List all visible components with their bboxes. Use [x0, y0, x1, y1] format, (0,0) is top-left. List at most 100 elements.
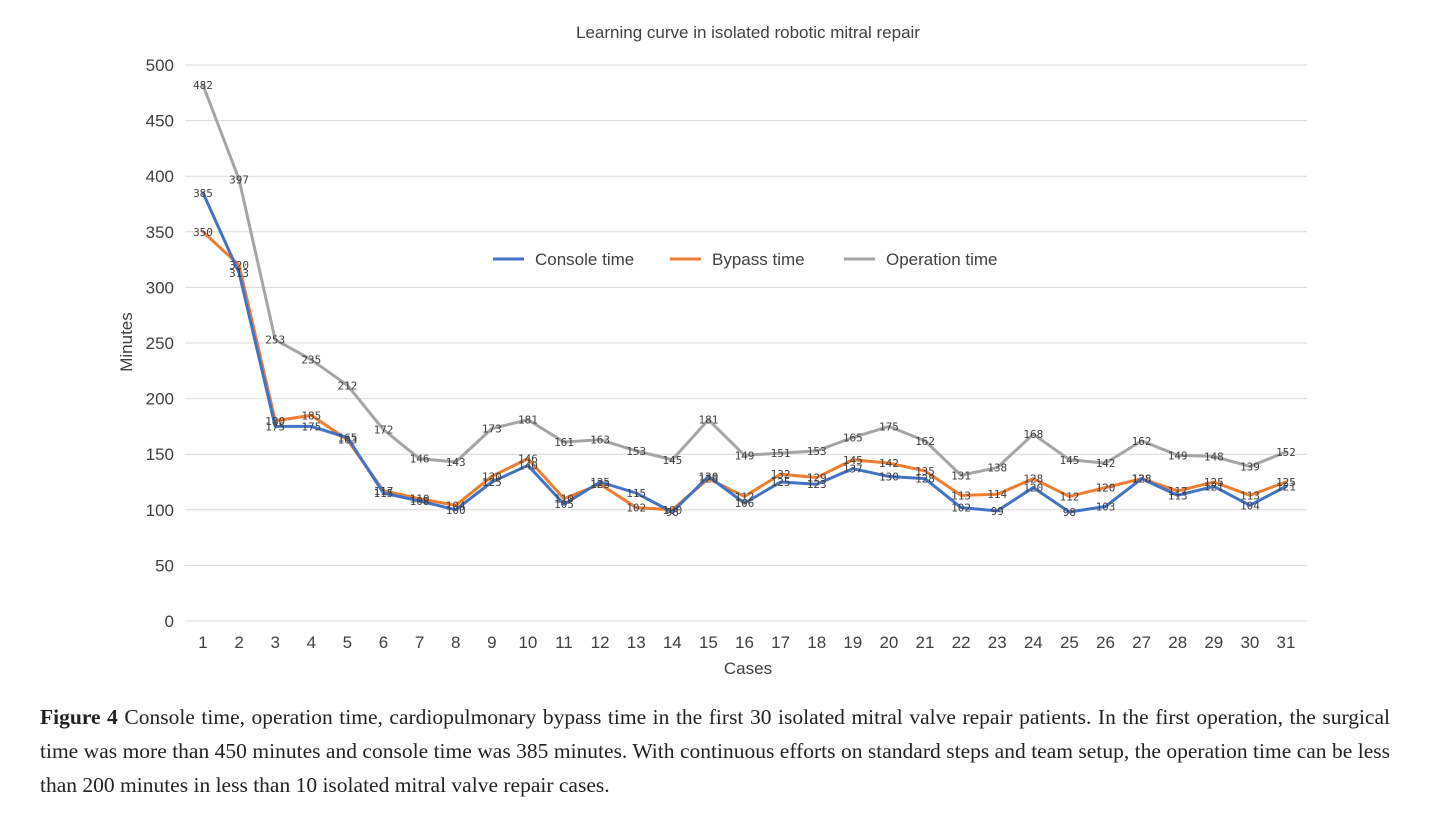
- series-lines: [201, 83, 1288, 514]
- data-label: 175: [879, 420, 899, 433]
- data-label: 125: [482, 476, 502, 489]
- data-label: 117: [1168, 485, 1188, 498]
- y-tick-label: 250: [146, 334, 174, 353]
- legend-entry: Console time: [535, 250, 634, 269]
- y-tick-label: 0: [165, 612, 174, 631]
- data-label: 142: [879, 457, 899, 470]
- learning-curve-chart: Learning curve in isolated robotic mitra…: [117, 23, 1307, 678]
- data-label: 132: [771, 468, 791, 481]
- chart-title: Learning curve in isolated robotic mitra…: [576, 23, 920, 42]
- x-tick-label: 11: [555, 633, 573, 652]
- data-label: 112: [735, 490, 755, 503]
- data-label: 163: [337, 434, 357, 447]
- data-label: 117: [374, 485, 394, 498]
- x-tick-label: 3: [270, 633, 279, 652]
- x-tick-label: 30: [1240, 633, 1259, 652]
- data-label: 163: [590, 434, 610, 447]
- data-label: 149: [1168, 449, 1188, 462]
- data-label: 181: [698, 414, 718, 427]
- data-label: 172: [374, 424, 394, 437]
- data-label: 106: [735, 497, 755, 510]
- data-label: 110: [410, 493, 430, 506]
- x-tick-label: 18: [807, 633, 826, 652]
- data-label: 102: [951, 502, 971, 515]
- caption-text: Console time, operation time, cardiopulm…: [40, 705, 1390, 797]
- y-tick-label: 50: [155, 556, 174, 575]
- data-label: 140: [518, 459, 538, 472]
- data-label: 161: [554, 436, 574, 449]
- data-label: 102: [626, 502, 646, 515]
- x-tick-label: 4: [307, 633, 316, 652]
- y-tick-label: 450: [146, 112, 174, 131]
- caption-label: Figure 4: [40, 705, 118, 729]
- data-label: 135: [915, 465, 935, 478]
- data-label: 235: [301, 354, 321, 367]
- data-label: 148: [1204, 450, 1224, 463]
- data-label: 165: [843, 432, 863, 445]
- x-tick-label: 26: [1096, 633, 1115, 652]
- data-label: 173: [482, 423, 502, 436]
- data-label: 138: [987, 462, 1007, 475]
- x-tick-label: 12: [591, 633, 610, 652]
- data-label: 146: [518, 453, 538, 466]
- x-tick-label: 28: [1168, 633, 1187, 652]
- x-tick-label: 1: [198, 633, 207, 652]
- y-tick-label: 150: [146, 445, 174, 464]
- x-tick-label: 8: [451, 633, 460, 652]
- data-label: 137: [843, 463, 863, 476]
- x-tick-label: 22: [952, 633, 971, 652]
- data-label: 100: [662, 504, 682, 517]
- data-label: 120: [1096, 482, 1116, 495]
- series-line-operation-time: [201, 83, 1288, 477]
- data-label: 125: [1276, 476, 1296, 489]
- data-label: 397: [229, 174, 249, 187]
- data-label: 125: [1204, 476, 1224, 489]
- data-label: 123: [590, 478, 610, 491]
- data-label: 123: [807, 478, 827, 491]
- y-tick-label: 300: [146, 278, 174, 297]
- data-label: 130: [482, 470, 502, 483]
- x-tick-label: 25: [1060, 633, 1079, 652]
- data-label: 153: [807, 445, 827, 458]
- data-label: 131: [951, 469, 971, 482]
- figure-caption: Figure 4 Console time, operation time, c…: [40, 700, 1390, 802]
- legend-entry: Bypass time: [712, 250, 805, 269]
- data-label: 139: [1240, 460, 1260, 473]
- data-label: 180: [265, 415, 285, 428]
- x-tick-label: 20: [879, 633, 898, 652]
- data-label: 125: [590, 476, 610, 489]
- data-label: 145: [843, 454, 863, 467]
- data-label: 113: [1168, 489, 1188, 502]
- data-label: 146: [410, 453, 430, 466]
- data-label: 125: [771, 476, 791, 489]
- data-label: 99: [991, 505, 1004, 518]
- data-label: 142: [1096, 457, 1116, 470]
- data-label: 115: [626, 487, 646, 500]
- data-label: 162: [1132, 435, 1152, 448]
- x-tick-label: 23: [988, 633, 1007, 652]
- x-axis-label: Cases: [724, 659, 772, 678]
- y-axis-label: Minutes: [117, 312, 136, 372]
- x-tick-label: 19: [843, 633, 862, 652]
- data-label: 181: [518, 414, 538, 427]
- data-label: 175: [265, 420, 285, 433]
- x-tick-label: 27: [1132, 633, 1151, 652]
- x-tick-label: 17: [771, 633, 790, 652]
- legend: Console time Bypass time Operation time: [493, 250, 998, 269]
- y-tick-label: 500: [146, 56, 174, 75]
- data-label: 129: [807, 472, 827, 485]
- data-label: 151: [771, 447, 791, 460]
- x-tick-label: 21: [916, 633, 935, 652]
- data-label: 128: [1023, 473, 1043, 486]
- data-label: 115: [374, 487, 394, 500]
- data-label: 100: [446, 504, 466, 517]
- data-label: 350: [193, 226, 213, 239]
- x-tick-label: 31: [1277, 633, 1296, 652]
- data-label: 320: [229, 259, 249, 272]
- data-label: 105: [554, 498, 574, 511]
- x-tick-label: 16: [735, 633, 754, 652]
- data-label: 121: [1204, 480, 1224, 493]
- x-tick-label: 29: [1204, 633, 1223, 652]
- data-label: 128: [698, 473, 718, 486]
- x-tick-label: 10: [518, 633, 537, 652]
